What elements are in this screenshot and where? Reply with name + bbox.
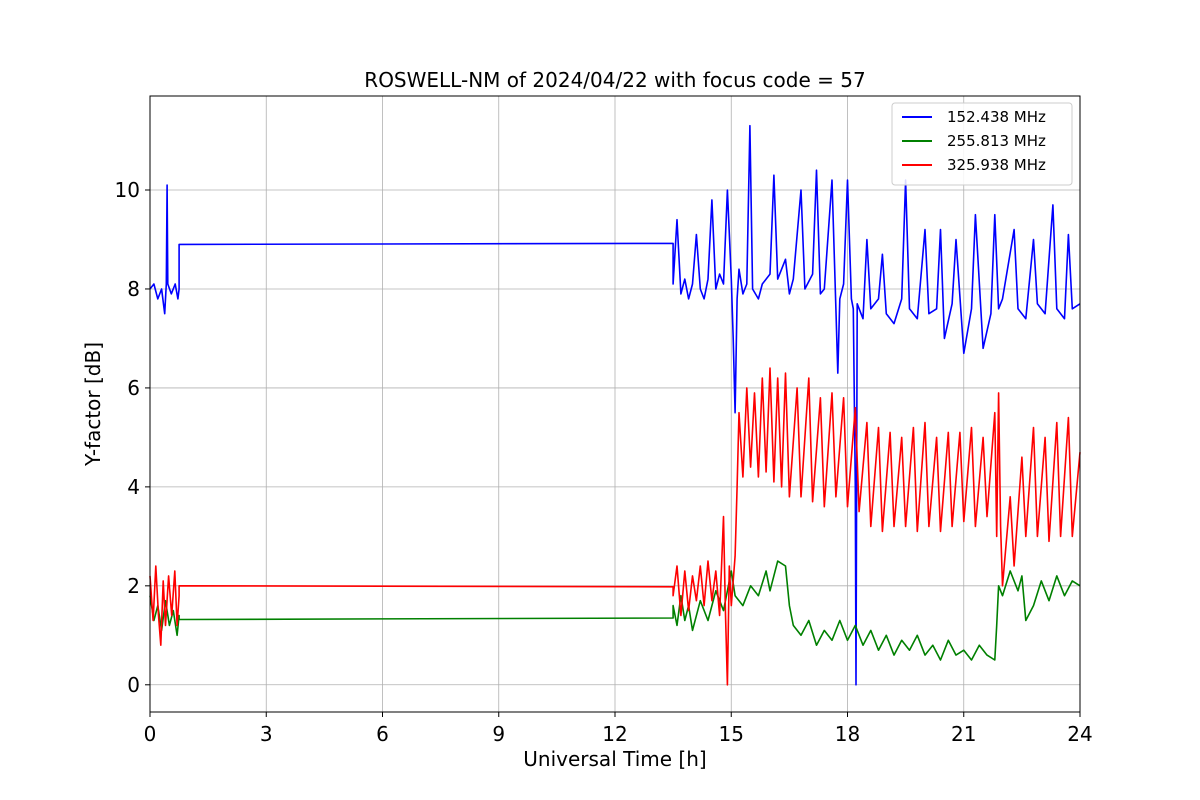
legend: 152.438 MHz 255.813 MHz 325.938 MHz: [891, 102, 1073, 186]
series-layer: [149, 124, 1081, 686]
series-line-255-813-mhz: [149, 560, 1081, 661]
x-tick-label: 6: [376, 722, 389, 746]
y-tick-label: 6: [127, 376, 140, 400]
x-tick-label: 3: [260, 722, 273, 746]
x-axis-label: Universal Time [h]: [523, 747, 706, 771]
x-tick-label: 18: [835, 722, 860, 746]
y-tick-label: 0: [127, 673, 140, 697]
legend-label: 325.938 MHz: [947, 156, 1046, 174]
legend-label: 255.813 MHz: [947, 132, 1046, 150]
y-tick-label: 10: [115, 178, 140, 202]
x-tick-label: 15: [719, 722, 744, 746]
y-tick-label: 2: [127, 574, 140, 598]
y-tick-label: 8: [127, 277, 140, 301]
y-tick-label: 4: [127, 475, 140, 499]
x-tick-label: 21: [951, 722, 976, 746]
x-tick-label: 12: [602, 722, 627, 746]
series-line-152-438-mhz: [149, 124, 1081, 686]
x-tick-label: 9: [492, 722, 505, 746]
chart-title: ROSWELL-NM of 2024/04/22 with focus code…: [364, 68, 865, 92]
x-tick-label: 24: [1067, 722, 1092, 746]
legend-box: [891, 102, 1073, 186]
series-line-325-938-mhz: [149, 367, 1081, 686]
x-tick-label: 0: [144, 722, 157, 746]
legend-label: 152.438 MHz: [947, 108, 1046, 126]
y-axis-label: Y-factor [dB]: [81, 342, 105, 467]
